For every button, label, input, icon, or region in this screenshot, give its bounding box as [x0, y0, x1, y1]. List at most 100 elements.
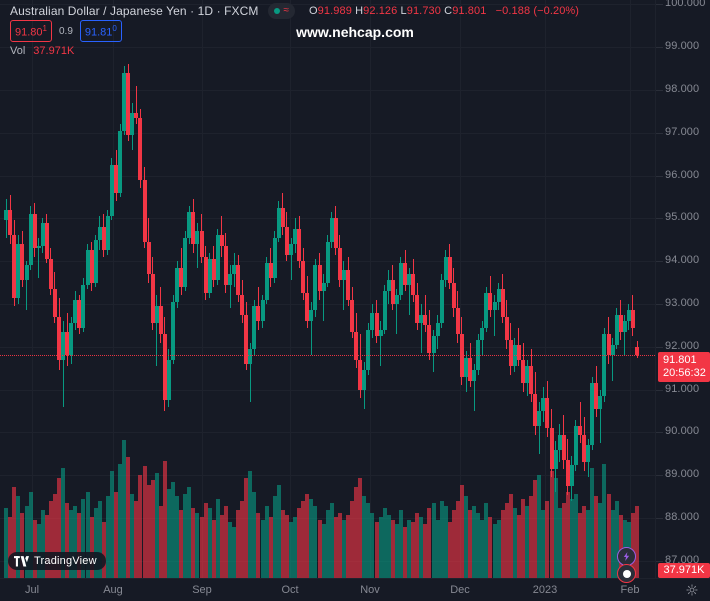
candle-body [378, 329, 383, 337]
candle-body [97, 226, 102, 240]
volume-bar [276, 484, 281, 578]
lightning-bolt-icon [623, 552, 630, 561]
candle-wick [538, 402, 540, 454]
candle-body [545, 398, 550, 429]
wave-icon: ≈ [283, 4, 290, 16]
volume-bar [374, 522, 379, 578]
candle-body [447, 256, 452, 283]
candle-body [36, 246, 41, 249]
candle-body [317, 265, 322, 292]
volume-bar [289, 522, 294, 578]
symbol-title[interactable]: Australian Dollar / Japanese Yen · 1D · … [10, 3, 259, 18]
candle-wick [229, 265, 231, 309]
price-scale-tick [656, 347, 663, 348]
price-scale-label: 89.000 [665, 468, 700, 480]
volume-bar [134, 501, 139, 578]
candle-body [582, 434, 587, 463]
candle-body [565, 460, 570, 486]
candle-body [280, 207, 285, 227]
price-scale[interactable]: 91.801 20:56:32 37.971K 100.000 99.000 98.… [655, 0, 710, 578]
candle-body [61, 331, 66, 360]
volume-bar [48, 501, 53, 578]
candle-wick [396, 289, 398, 334]
candle-body [12, 235, 17, 298]
candle-body [557, 434, 562, 450]
volume-bar [12, 487, 17, 578]
candle-body [541, 398, 546, 412]
volume-bar [301, 501, 306, 578]
gear-icon[interactable] [686, 584, 698, 596]
price-scale-label: 88.000 [665, 511, 700, 523]
record-button[interactable] [617, 564, 636, 583]
volume-bar [122, 440, 127, 578]
candle-body [325, 241, 330, 283]
volume-bar [52, 494, 57, 578]
volume-bar [537, 475, 542, 578]
tradingview-logo-text: TradingView [34, 555, 97, 567]
volume-bar [516, 515, 521, 578]
price-scale-label: 94.000 [665, 254, 700, 266]
time-scale[interactable]: Jul Aug Sep Oct Nov Dec 2023 Feb [0, 578, 710, 601]
volume-bar [451, 510, 456, 578]
volume-bar [533, 480, 538, 578]
candle-body [374, 312, 379, 337]
bid-price-box[interactable]: 91.801 [10, 20, 52, 42]
volume-bar [118, 463, 123, 578]
candle-body [370, 312, 375, 330]
chart-plot-area[interactable] [0, 0, 655, 578]
volume-bar [508, 494, 513, 578]
volume-bar [366, 503, 371, 578]
candle-body [183, 237, 188, 287]
candle-wick [624, 314, 626, 356]
tradingview-logo-badge[interactable]: TradingView [8, 552, 106, 570]
candle-body [464, 357, 469, 377]
price-scale-tick [656, 390, 663, 391]
candle-body [516, 344, 521, 360]
candle-body [57, 316, 62, 360]
candle-body [390, 280, 395, 304]
volume-bar [309, 498, 314, 578]
current-price-line [0, 355, 655, 357]
time-scale-label: Aug [103, 584, 123, 596]
candle-body [439, 280, 444, 324]
volume-bar [93, 508, 98, 578]
candle-body [586, 445, 591, 463]
legend-volume-row: Vol 37.971K [10, 45, 579, 57]
volume-bar [496, 519, 501, 578]
volume-bar [219, 515, 224, 578]
gridline-horizontal [0, 347, 655, 348]
volume-bar [236, 510, 241, 578]
volume-bar [573, 494, 578, 578]
volume-bar [252, 491, 257, 578]
price-scale-tick [656, 47, 663, 48]
volume-bar [73, 505, 78, 578]
gridline-horizontal [0, 133, 655, 134]
volume-bar [313, 505, 318, 578]
candle-body [606, 333, 611, 356]
candle-wick [26, 261, 27, 311]
volume-bar [386, 515, 391, 578]
volume-bar [69, 510, 74, 578]
volume-bar [606, 494, 611, 578]
ohlc-open-value: 91.989 [317, 4, 352, 17]
price-scale-tick [656, 304, 663, 305]
candle-wick [420, 303, 422, 354]
candle-body [191, 211, 196, 245]
chart-mode-toggle[interactable]: ≈ [267, 2, 296, 19]
volume-bar [130, 494, 135, 578]
candle-body [472, 370, 477, 382]
candle-body [525, 366, 530, 384]
candle-wick [249, 342, 251, 403]
price-scale-tick [656, 133, 663, 134]
candle-body [118, 130, 123, 193]
volume-bar [85, 491, 90, 578]
volume-bar [476, 512, 481, 578]
candle-body [573, 426, 578, 465]
candle-body [219, 235, 224, 247]
candle-body [630, 310, 635, 328]
ohlc-high-key: H [355, 4, 364, 17]
candle-body [366, 329, 371, 371]
volume-bar [337, 512, 342, 578]
ask-price-box[interactable]: 91.810 [79, 20, 122, 42]
candle-wick [343, 261, 345, 311]
